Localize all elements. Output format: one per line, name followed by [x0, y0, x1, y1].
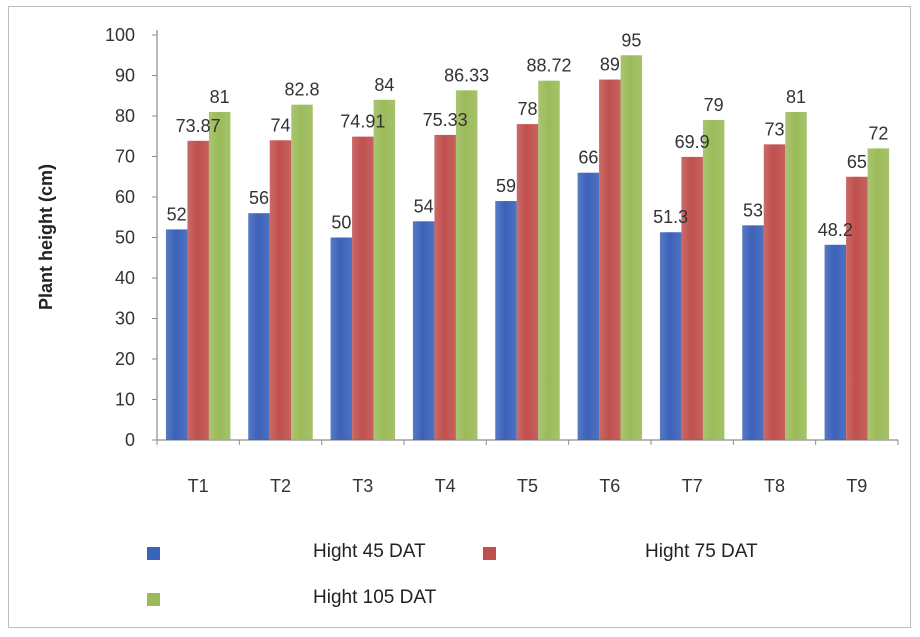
x-tick-label: T8: [764, 476, 785, 496]
data-label: 79: [704, 95, 724, 115]
x-tick-label: T3: [352, 476, 373, 496]
bar-hight-105-dat-t3: [373, 99, 396, 441]
y-tick-label: 90: [115, 66, 135, 86]
bar-hight-105-dat-t6: [620, 55, 643, 440]
data-label: 78: [517, 99, 537, 119]
data-label: 69.9: [675, 132, 710, 152]
bar-hight-45-dat-t3: [330, 237, 353, 440]
data-label: 52: [167, 204, 187, 224]
data-label: 59: [496, 176, 516, 196]
bar-hight-45-dat-t8: [742, 225, 764, 440]
bar-hight-105-dat-t8: [785, 111, 807, 440]
y-axis-title: Plant height (cm): [36, 164, 56, 310]
x-tick-label: T7: [682, 476, 703, 496]
legend-label: Hight 75 DAT: [645, 541, 758, 562]
data-label: 66: [578, 148, 598, 168]
y-tick-label: 40: [115, 268, 135, 288]
y-tick-label: 80: [115, 106, 135, 126]
bar-hight-75-dat-t4: [434, 134, 456, 440]
legend-swatch: [483, 547, 496, 560]
y-axis-title-group: Plant height (cm): [36, 164, 56, 310]
data-label: 53: [743, 200, 763, 220]
data-label: 65: [847, 152, 867, 172]
x-axis-ticks: T1 T2 T3 T4 T5 T6 T7 T8 T9: [156, 440, 899, 496]
x-tick-label: T4: [435, 476, 456, 496]
x-tick-label: T5: [517, 476, 538, 496]
data-label: 51.3: [653, 207, 688, 227]
y-tick-label: 0: [125, 430, 135, 450]
bar-hight-105-dat-t7: [702, 120, 725, 441]
data-label: 72: [868, 123, 888, 143]
y-tick-label: 30: [115, 309, 135, 329]
bar-hight-75-dat-t9: [846, 176, 868, 440]
bar-hight-45-dat-t5: [495, 201, 517, 440]
y-tick-label: 10: [115, 390, 135, 410]
x-tick-label: T2: [270, 476, 291, 496]
data-label: 86.33: [444, 65, 489, 85]
bar-hight-75-dat-t8: [763, 144, 786, 440]
bar-hight-75-dat-t5: [516, 124, 539, 440]
bar-hight-105-dat-t9: [867, 148, 890, 440]
data-label: 88.72: [526, 56, 571, 76]
bar-hight-105-dat-t5: [538, 80, 560, 441]
data-label: 73.87: [176, 116, 221, 136]
y-tick-label: 100: [105, 25, 135, 45]
data-label: 82.8: [284, 80, 319, 100]
bar-hight-75-dat-t1: [187, 140, 209, 440]
bar-hight-45-dat-t4: [412, 221, 435, 440]
legend-swatch: [147, 547, 160, 560]
legend: Hight 45 DAT Hight 75 DAT Hight 105 DAT: [147, 541, 758, 608]
data-label: 48.2: [818, 220, 853, 240]
bar-hight-75-dat-t7: [681, 156, 703, 440]
y-tick-label: 50: [115, 228, 135, 248]
legend-label: Hight 45 DAT: [313, 541, 426, 562]
data-labels: 52 56 50 54 59 66 51.3 53 48.2 73.87 74 74.91 75.33 7…: [167, 30, 889, 240]
x-tick-label: T6: [599, 476, 620, 496]
bar-hight-75-dat-t2: [269, 140, 292, 441]
y-tick-label: 20: [115, 349, 135, 369]
bar-hight-45-dat-t1: [165, 229, 188, 440]
bar-hight-75-dat-t3: [352, 136, 374, 440]
bar-hight-105-dat-t2: [291, 104, 313, 440]
data-label: 75.33: [423, 110, 468, 130]
data-label: 73: [764, 119, 784, 139]
data-label: 81: [210, 87, 230, 107]
bar-hight-45-dat-t6: [577, 172, 600, 440]
y-tick-label: 60: [115, 187, 135, 207]
bar-hight-45-dat-t9: [824, 244, 847, 440]
data-label: 74: [270, 115, 290, 135]
data-label: 89: [600, 55, 620, 75]
bar-hight-45-dat-t7: [659, 232, 682, 440]
legend-label: Hight 105 DAT: [313, 587, 437, 608]
data-label: 81: [786, 87, 806, 107]
legend-swatch: [147, 593, 160, 606]
data-label: 84: [374, 75, 394, 95]
bar-hight-75-dat-t6: [599, 79, 621, 441]
x-tick-label: T1: [188, 476, 209, 496]
bar-hight-45-dat-t2: [248, 213, 270, 440]
bar-hight-105-dat-t1: [208, 111, 231, 440]
bar-hight-105-dat-t4: [455, 90, 478, 441]
bar-marks: [165, 55, 890, 441]
data-label: 54: [414, 196, 434, 216]
data-label: 56: [249, 188, 269, 208]
data-label: 74.91: [340, 112, 385, 132]
data-label: 95: [621, 30, 641, 50]
y-axis-ticks: 0 10 20 30 40 50 60 70 80 90 100: [105, 25, 157, 450]
data-label: 50: [331, 213, 351, 233]
y-tick-label: 70: [115, 147, 135, 167]
x-tick-label: T9: [846, 476, 867, 496]
